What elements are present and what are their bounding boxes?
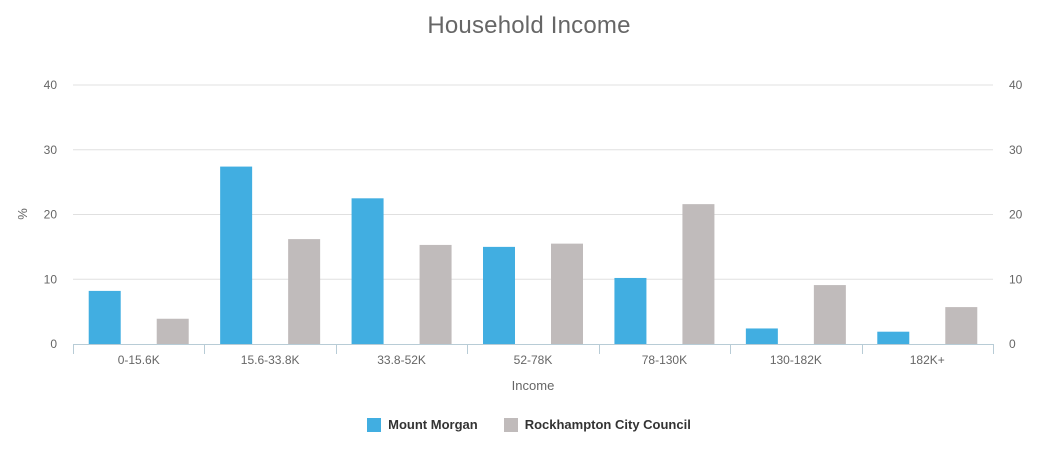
bar-mount-morgan-15-6-33-8k[interactable] xyxy=(220,166,253,344)
bar-mount-morgan-33-8-52k[interactable] xyxy=(351,198,384,344)
bar-mount-morgan-130-182k[interactable] xyxy=(745,328,778,344)
x-tick-label-0-15-6k: 0-15.6K xyxy=(118,353,160,367)
bar-mount-morgan-52-78k[interactable] xyxy=(483,246,515,344)
legend-item-rockhampton-city-council[interactable]: Rockhampton City Council xyxy=(503,417,691,432)
y-tick-right-20: 20 xyxy=(1009,208,1023,222)
y-tick-left-30: 30 xyxy=(44,143,58,157)
x-tick-label-130-182k: 130-182K xyxy=(770,353,822,367)
legend-swatch-rockhampton-city-council xyxy=(503,417,518,432)
bar-mount-morgan-78-130k[interactable] xyxy=(614,277,647,344)
bar-rockhampton-city-council-182k[interactable] xyxy=(945,307,978,344)
legend-label-rockhampton-city-council: Rockhampton City Council xyxy=(524,417,691,432)
bar-rockhampton-city-council-15-6-33-8k[interactable] xyxy=(288,239,321,344)
y-tick-left-40: 40 xyxy=(44,78,58,92)
x-axis-title: Income xyxy=(512,378,555,393)
x-tick-label-182k: 182K+ xyxy=(910,353,945,367)
bar-rockhampton-city-council-78-130k[interactable] xyxy=(682,204,715,344)
bar-mount-morgan-182k[interactable] xyxy=(877,331,910,344)
bar-mount-morgan-0-15-6k[interactable] xyxy=(88,290,121,344)
y-tick-right-0: 0 xyxy=(1009,337,1016,351)
bars xyxy=(88,166,978,344)
legend: Mount Morgan Rockhampton City Council xyxy=(0,417,1058,432)
x-tick-label-33-8-52k: 33.8-52K xyxy=(377,353,426,367)
gridlines xyxy=(73,84,993,280)
legend-label-mount-morgan: Mount Morgan xyxy=(388,417,478,432)
x-axis xyxy=(73,344,994,354)
bar-rockhampton-city-council-130-182k[interactable] xyxy=(813,285,846,344)
axis-labels: 0 0 10 10 20 20 30 30 40 40 0-15.6K 15.6-33.8K 33.8-… xyxy=(44,78,1023,367)
bar-rockhampton-city-council-52-78k[interactable] xyxy=(551,243,583,344)
x-tick-label-15-6-33-8k: 15.6-33.8K xyxy=(241,353,300,367)
bar-rockhampton-city-council-0-15-6k[interactable] xyxy=(156,318,189,344)
y-axis-title: % xyxy=(15,208,30,220)
legend-item-mount-morgan[interactable]: Mount Morgan xyxy=(367,417,478,432)
legend-swatch-mount-morgan xyxy=(367,417,382,432)
y-tick-right-10: 10 xyxy=(1009,272,1023,286)
chart-title: Household Income xyxy=(427,12,631,39)
x-tick-label-52-78k: 52-78K xyxy=(514,353,553,367)
y-tick-left-20: 20 xyxy=(44,208,58,222)
x-tick-label-78-130k: 78-130K xyxy=(642,353,687,367)
y-tick-right-40: 40 xyxy=(1009,78,1023,92)
y-tick-left-10: 10 xyxy=(44,272,58,286)
bar-chart: 0 0 10 10 20 20 30 30 40 40 0-15.6K 15.6-33.8K 33.8-… xyxy=(15,78,1023,393)
y-tick-left-0: 0 xyxy=(50,337,57,351)
y-tick-right-30: 30 xyxy=(1009,143,1023,157)
bar-rockhampton-city-council-33-8-52k[interactable] xyxy=(419,244,452,344)
